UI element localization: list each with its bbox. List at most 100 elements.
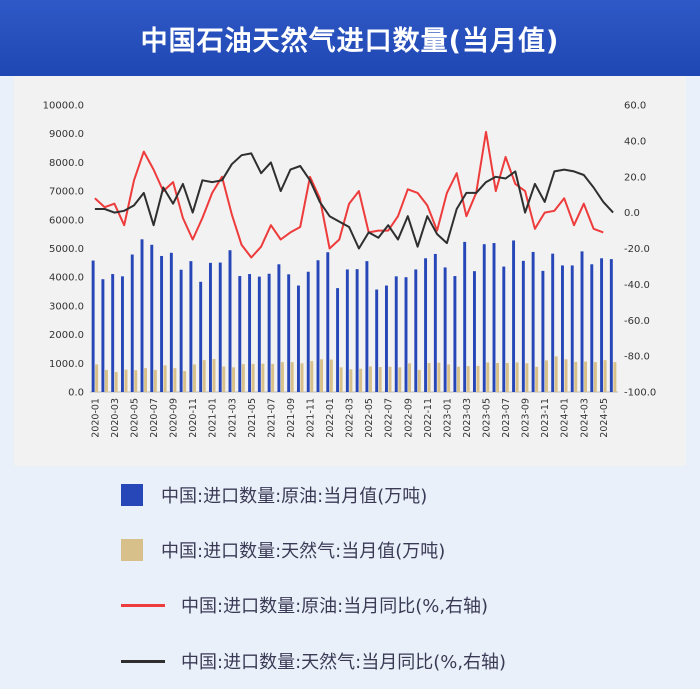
legend-item-gas-volume: 中国:进口数量:天然气:当月值(万吨) (121, 535, 445, 565)
gas-volume-bar (104, 369, 108, 392)
right-axis-tick-label: -40.0 (624, 280, 650, 291)
x-axis-tick-label: 2022-01 (325, 398, 336, 438)
crude-volume-bar (580, 251, 584, 392)
gas-volume-bar (408, 363, 412, 392)
crude-volume-bar (414, 269, 418, 392)
crude-volume-bar (257, 276, 261, 392)
crude-volume-bar (111, 274, 115, 392)
gas-yoy-line (94, 152, 614, 250)
crude-volume-bar (384, 285, 388, 392)
gas-volume-bar (476, 365, 480, 392)
gas-volume-bar (261, 363, 265, 392)
x-axis-tick-label: 2020-03 (110, 398, 121, 438)
gas-volume-bar (535, 366, 539, 392)
gas-volume-bar (290, 362, 294, 392)
crude-volume-bar (130, 254, 134, 392)
gas-volume-bar (192, 364, 196, 392)
gas-volume-bar (144, 368, 148, 392)
gas-volume-bar (310, 361, 314, 392)
crude-volume-bar (365, 261, 369, 392)
crude-volume-bar (287, 274, 291, 392)
gas-volume-bar (222, 366, 226, 392)
left-axis-tick-label: 1000.0 (49, 359, 84, 370)
gas-volume-bar (486, 362, 490, 392)
gas-volume-bar (232, 367, 236, 392)
x-axis-tick-label: 2022-11 (423, 398, 434, 438)
x-axis-tick-label: 2022-07 (384, 398, 395, 438)
right-axis-tick-label: 0.0 (624, 208, 640, 219)
crude-yoy-line (94, 130, 604, 259)
crude-volume-bar (238, 276, 242, 392)
crude-volume-bar (551, 253, 555, 392)
x-axis-tick-label: 2022-05 (364, 398, 375, 438)
crude-volume-bar (482, 244, 486, 392)
gas-volume-bar (515, 362, 519, 392)
crude-volume-bar (336, 288, 340, 392)
crude-volume-bar (150, 244, 154, 392)
crude-volume-bar (199, 281, 203, 392)
crude-volume-bar (375, 289, 379, 392)
gas-volume-bar (320, 359, 324, 392)
x-axis-tick-label: 2022-09 (403, 398, 414, 438)
crude-volume-bar (541, 270, 545, 392)
left-axis-tick-label: 0.0 (68, 388, 84, 399)
right-axis-tick-label: 40.0 (624, 136, 646, 147)
gas-volume-bar (525, 363, 529, 392)
left-axis-tick-label: 5000.0 (49, 244, 84, 255)
gas-volume-bar (456, 366, 460, 392)
crude-volume-bar (492, 243, 496, 392)
legend: 中国:进口数量:原油:当月值(万吨) 中国:进口数量:天然气:当月值(万吨) 中… (0, 466, 700, 689)
x-axis-tick-label: 2021-01 (208, 398, 219, 438)
crude-volume-bar (189, 261, 193, 392)
x-axis-tick-label: 2020-01 (90, 398, 101, 438)
x-axis-tick-label: 2023-01 (442, 398, 453, 438)
crude-volume-bar (355, 269, 359, 392)
crude-volume-bar (267, 273, 271, 392)
gas-volume-bar (554, 356, 558, 392)
gas-volume-bar (153, 369, 157, 392)
gas-volume-bar (398, 367, 402, 392)
crude-volume-bar (521, 260, 525, 392)
x-axis-tick-label: 2024-01 (560, 398, 571, 438)
gas-volume-bar (613, 362, 617, 392)
legend-label-crude-yoy: 中国:进口数量:原油:当月同比(%,右轴) (181, 596, 489, 617)
gas-volume-bar (378, 367, 382, 392)
legend-label-gas-yoy: 中国:进口数量:天然气:当月同比(%,右轴) (181, 652, 507, 673)
gas-volume-bar (300, 363, 304, 392)
x-axis-tick-label: 2023-09 (521, 398, 532, 438)
crude-volume-bar (453, 276, 457, 392)
crude-volume-bar (433, 253, 437, 392)
crude-volume-bar (169, 252, 173, 392)
gas-volume-bar (163, 365, 167, 392)
left-axis-tick-label: 2000.0 (49, 330, 84, 341)
gas-volume-bar (584, 361, 588, 392)
x-axis-tick-label: 2022-03 (345, 398, 356, 438)
gas-volume-bar (114, 371, 118, 392)
gas-volume-bar (280, 362, 284, 392)
x-axis-tick-label: 2023-11 (540, 398, 551, 438)
gas-volume-bar (574, 361, 578, 392)
left-axis-tick-label: 6000.0 (49, 215, 84, 226)
legend-label-gas-volume: 中国:进口数量:天然气:当月值(万吨) (161, 541, 446, 562)
gas-volume-bar (368, 366, 372, 392)
gas-volume-bar (134, 370, 138, 392)
x-axis-tick-label: 2021-07 (266, 398, 277, 438)
x-axis-tick-label: 2021-09 (286, 398, 297, 438)
legend-item-gas-yoy: 中国:进口数量:天然气:当月同比(%,右轴) (121, 646, 506, 676)
legend-item-crude-volume: 中国:进口数量:原油:当月值(万吨) (121, 480, 427, 510)
gas-volume-bar (124, 369, 128, 392)
crude-volume-bar (463, 241, 467, 392)
crude-volume-bar (316, 260, 320, 392)
gas-volume-bar (603, 360, 607, 392)
gas-volume-bar (359, 368, 363, 392)
left-axis-tick-label: 10000.0 (43, 101, 84, 112)
gas-volume-bar (564, 359, 568, 392)
x-axis-tick-label: 2021-03 (227, 398, 238, 438)
crude-volume-bar (502, 266, 506, 392)
right-axis-tick-label: -80.0 (624, 352, 650, 363)
crude-volume-bar (443, 267, 447, 392)
crude-volume-bar (531, 251, 535, 392)
crude-volume-bar (140, 239, 144, 392)
crude-volume-bar (570, 265, 574, 392)
x-axis-tick-label: 2024-05 (599, 398, 610, 438)
